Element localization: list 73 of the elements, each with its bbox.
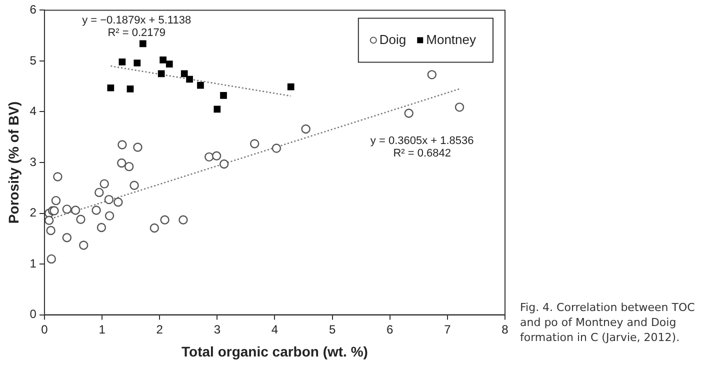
x-tick-label: 6 [386,322,394,336]
point [454,102,464,112]
point [219,159,229,169]
point [158,70,165,78]
legend-label: Montney [426,32,476,47]
y-tick-label: 4 [30,104,37,118]
y-axis-title: Porosity (% of BV) [5,101,22,224]
x-tick-label: 2 [156,322,164,336]
point [104,211,114,220]
point [133,142,142,152]
point [178,215,188,224]
x-tick-label: 8 [502,322,509,336]
x-tick-label: 3 [214,322,221,336]
point [180,70,188,78]
point [124,162,134,172]
y-tick-label: 0 [30,307,37,322]
y-tick-label: 6 [30,2,37,17]
point [186,76,193,83]
point [62,233,72,242]
point [404,108,414,118]
point [107,84,114,92]
point [220,92,227,99]
point [160,215,170,224]
point [51,196,61,206]
y-tick-label: 5 [30,53,37,68]
point [79,240,88,250]
point [250,139,260,148]
x-tick-label: 1 [98,322,106,336]
point [46,226,56,236]
point [100,179,109,188]
point [214,106,221,113]
x-tick-label: 5 [328,322,336,336]
point [92,206,101,215]
point [130,180,139,190]
point [46,254,56,264]
annotation: y = −0.1879x + 5.1138 [82,14,192,26]
point [166,60,173,68]
annotation: y = 0.3605x + 1.8536 [370,135,474,148]
point [287,83,294,90]
y-tick-label: 3 [30,154,37,169]
annotation: R² = 0.6842 [393,147,452,160]
y-tick-label: 2 [30,206,37,220]
point [118,140,127,150]
point [96,222,106,232]
point [76,214,86,224]
point [212,151,222,160]
point [197,82,204,89]
point [94,188,104,198]
point [104,194,114,204]
point [204,152,214,162]
caption: Fig. 4. Correlation between TOC and po of Montney and Doig formation in C (Jarvie, 2012). [520,300,696,345]
point [53,172,62,182]
legend-label: Doig [379,32,406,47]
x-tick-label: 4 [271,322,278,336]
point [117,158,126,168]
point [272,144,282,153]
point [160,56,166,64]
annotation: R² = 0.2179 [108,27,166,40]
point [134,60,141,66]
x-tick-label: 7 [444,322,452,336]
point [139,40,146,48]
point [126,85,134,92]
point [114,198,123,207]
point [44,216,54,225]
point [62,204,72,214]
x-axis-title: Total organic carbon (wt. %) [182,343,368,360]
point [301,124,310,134]
point [427,70,436,80]
y-tick-label: 1 [30,256,37,270]
point [70,206,80,215]
point [150,223,160,233]
point [118,58,126,66]
x-tick-label: 0 [41,322,48,336]
